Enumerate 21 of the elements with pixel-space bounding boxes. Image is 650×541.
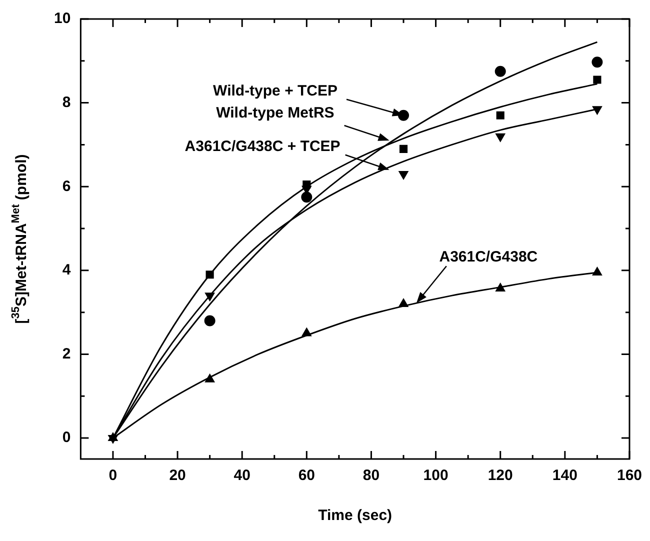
y-tick-label: 10 — [54, 10, 71, 28]
y-tick-label: 4 — [62, 262, 72, 279]
annotation: Wild-type + TCEP — [213, 82, 338, 100]
y-axis-title: [35S]Met-tRNAMet (pmol) — [10, 154, 30, 324]
x-tick-label: 140 — [552, 467, 578, 484]
x-tick-label: 20 — [169, 467, 186, 484]
y-tick-label: 2 — [62, 345, 71, 362]
x-tick-label: 160 — [616, 467, 642, 484]
y-tick-label: 8 — [62, 94, 71, 111]
annotation: Wild-type MetRS — [216, 104, 334, 122]
x-tick-label: 80 — [362, 467, 380, 484]
x-tick-label: 0 — [108, 467, 118, 484]
annotation: A361C/G438C + TCEP — [184, 138, 340, 155]
x-tick-label: 40 — [234, 467, 250, 484]
x-axis-title: Time (sec) — [318, 507, 392, 524]
y-tick-label: 0 — [62, 429, 71, 446]
annotation: A361C/G438C — [439, 248, 538, 266]
x-tick-label: 100 — [423, 467, 448, 484]
x-tick-label: 60 — [298, 467, 316, 484]
y-tick-label: 6 — [62, 178, 71, 195]
x-tick-label: 120 — [488, 467, 513, 484]
